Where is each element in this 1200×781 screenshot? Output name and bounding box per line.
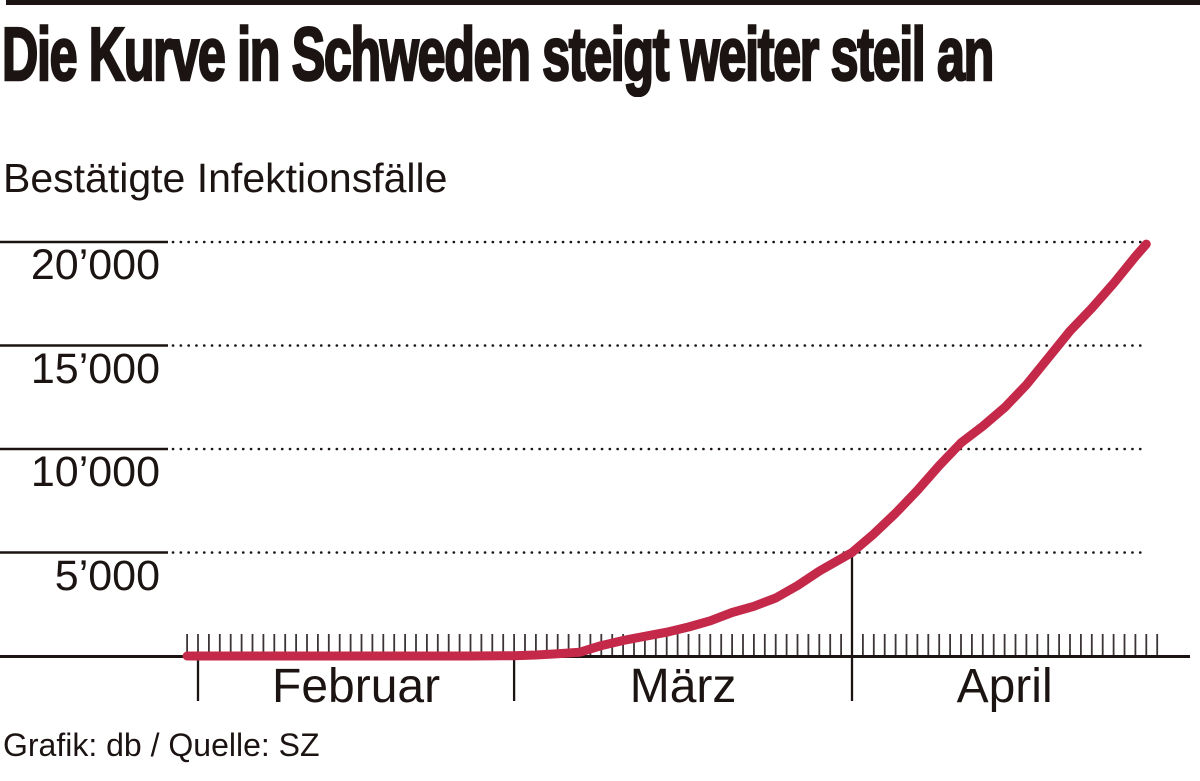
y-axis-tick-label: 20’000 <box>30 241 160 289</box>
x-axis-month-label: Februar <box>272 660 441 713</box>
top-rule <box>6 0 1200 5</box>
y-axis-tick-label: 5’000 <box>54 551 160 600</box>
y-axis-tick-label: 10’000 <box>30 448 160 496</box>
chart-subtitle: Bestätigte Infektionsfälle <box>3 155 448 201</box>
infection-curve <box>182 239 1151 661</box>
y-axis-tick-label: 15’000 <box>30 344 160 393</box>
x-axis-month-label: März <box>629 660 737 713</box>
credit-line: Grafik: db / Quelle: SZ <box>3 727 320 763</box>
chart-title: Die Kurve in Schweden steigt weiter stei… <box>1 12 995 96</box>
x-axis-month-label: April <box>956 660 1053 713</box>
